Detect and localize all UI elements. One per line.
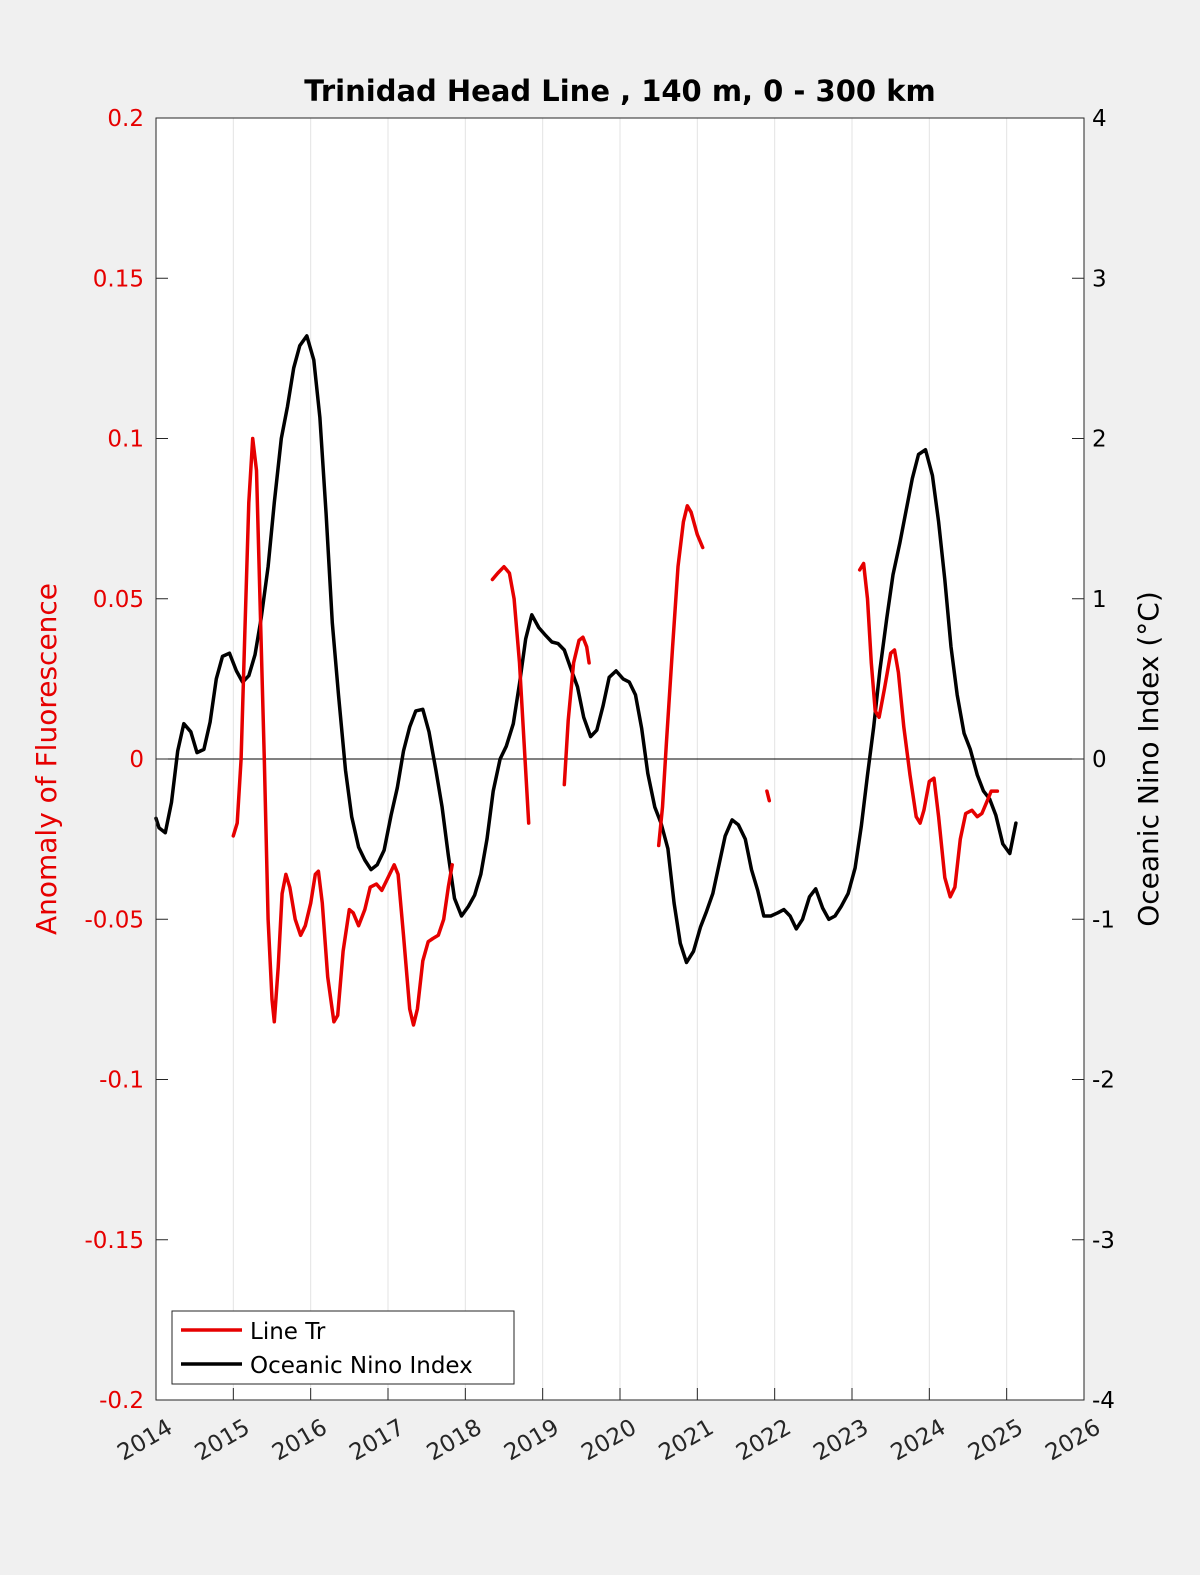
legend-label-oni: Oceanic Nino Index bbox=[250, 1353, 473, 1379]
y-right-tick-label: -2 bbox=[1092, 1068, 1115, 1094]
series-line-tr-segment bbox=[765, 789, 772, 803]
y-right-tick-label: 3 bbox=[1092, 266, 1107, 292]
legend: Line Tr Oceanic Nino Index bbox=[171, 1310, 515, 1385]
y-left-tick-label: 0.15 bbox=[93, 266, 144, 292]
chart-title: Trinidad Head Line , 140 m, 0 - 300 km bbox=[304, 74, 935, 108]
series-line-tr-segment bbox=[562, 635, 591, 787]
y-left-tick-label: 0 bbox=[129, 747, 144, 773]
y-left-tick-label: -0.05 bbox=[84, 907, 144, 933]
y-right-tick-label: 1 bbox=[1092, 587, 1107, 613]
series-line-tr-segment bbox=[857, 561, 1000, 899]
y-left-tick-label: -0.1 bbox=[99, 1068, 144, 1094]
y-right-tick-label: 2 bbox=[1092, 427, 1107, 453]
series-line-tr-segment bbox=[231, 436, 454, 1027]
series-oni-segment bbox=[154, 334, 1018, 965]
series-layer bbox=[154, 334, 1018, 1027]
legend-box bbox=[171, 1310, 515, 1385]
y-axis-label-right: Oceanic Nino Index (°C) bbox=[1132, 591, 1165, 927]
y-right-tick-label: 4 bbox=[1092, 106, 1107, 132]
series-line-tr-segment bbox=[656, 504, 705, 848]
y-left-tick-label: -0.2 bbox=[99, 1388, 144, 1414]
y-left-tick-label: -0.15 bbox=[84, 1228, 144, 1254]
y-left-tick-label: 0.1 bbox=[107, 427, 144, 453]
y-left-tick-label: 0.2 bbox=[107, 106, 144, 132]
y-right-tick-label: 0 bbox=[1092, 747, 1107, 773]
y-right-tick-label: -4 bbox=[1092, 1388, 1115, 1414]
legend-label-line-tr: Line Tr bbox=[250, 1319, 326, 1345]
y-right-tick-label: -1 bbox=[1092, 907, 1115, 933]
y-right-tick-label: -3 bbox=[1092, 1228, 1115, 1254]
y-left-tick-label: 0.05 bbox=[93, 587, 144, 613]
y-axis-label-left: Anomaly of Fluorescence bbox=[30, 583, 63, 935]
series-line-tr-segment bbox=[490, 564, 531, 825]
